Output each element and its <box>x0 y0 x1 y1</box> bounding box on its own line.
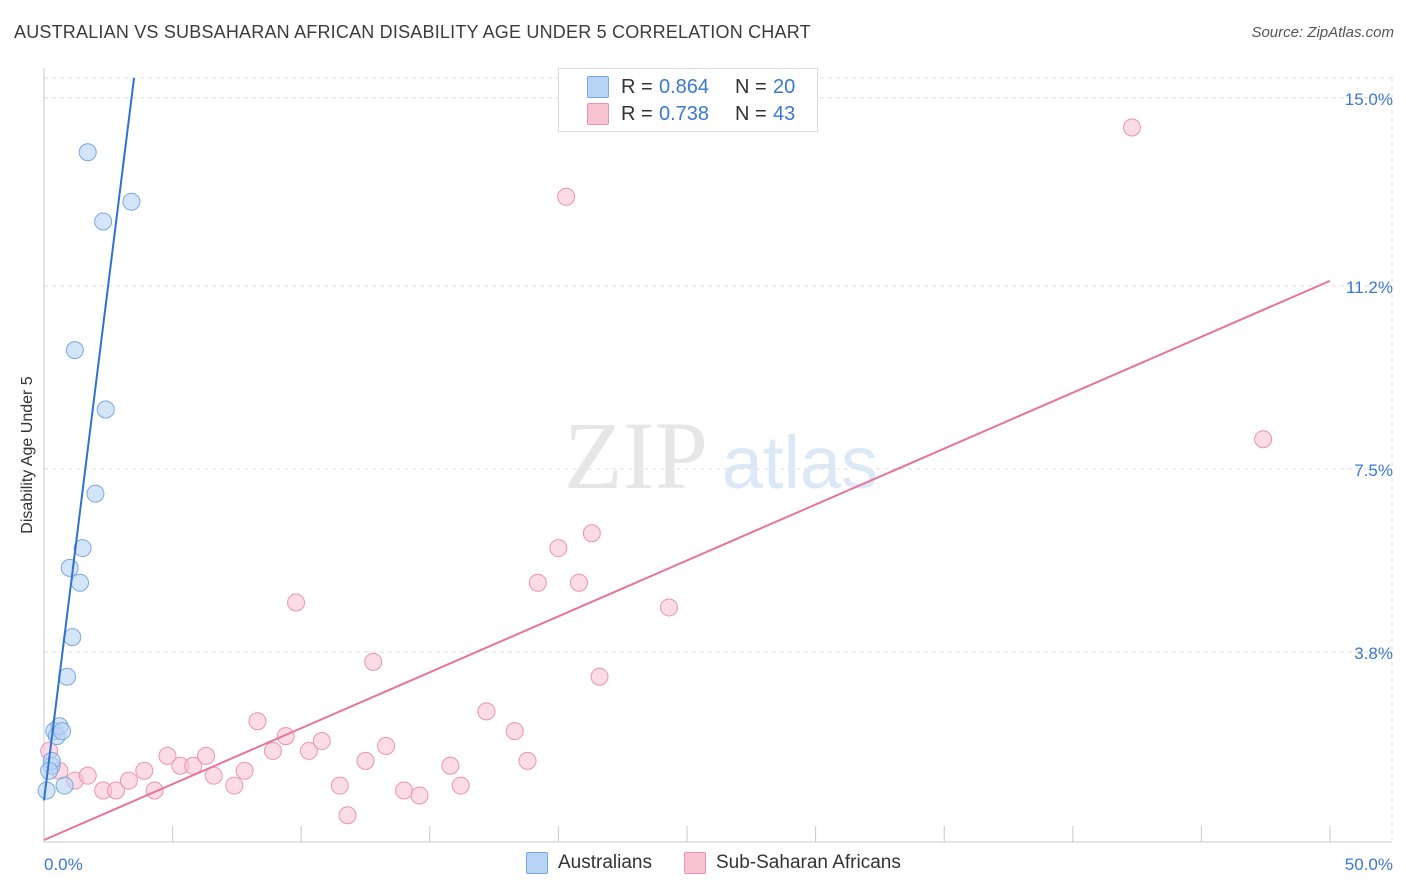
data-point-australians <box>65 341 84 360</box>
data-point-australians <box>94 212 113 231</box>
data-point-sub-saharan-africans <box>1254 430 1273 449</box>
data-point-sub-saharan-africans <box>135 761 154 780</box>
data-point-sub-saharan-africans <box>505 722 524 741</box>
data-point-sub-saharan-africans <box>410 786 429 805</box>
data-point-australians <box>71 573 90 592</box>
data-point-sub-saharan-africans <box>287 593 306 612</box>
blue-swatch <box>587 76 609 98</box>
data-point-australians <box>86 484 105 503</box>
data-point-sub-saharan-africans <box>263 741 282 760</box>
data-point-sub-saharan-africans <box>276 727 295 746</box>
data-point-sub-saharan-africans <box>582 524 601 543</box>
y-tick-label: 15.0% <box>1345 90 1393 109</box>
pink-swatch <box>684 852 706 874</box>
data-point-sub-saharan-africans <box>248 712 267 731</box>
data-point-sub-saharan-africans <box>338 806 357 825</box>
pink-swatch <box>587 103 609 125</box>
data-point-sub-saharan-africans <box>441 756 460 775</box>
data-point-sub-saharan-africans <box>659 598 678 617</box>
legend-item-australians: Australians <box>526 852 652 874</box>
n-value: 20 <box>773 75 796 98</box>
data-point-sub-saharan-africans <box>145 781 164 800</box>
data-point-sub-saharan-africans <box>590 667 609 686</box>
y-tick-label: 11.2% <box>1346 278 1393 297</box>
data-point-sub-saharan-africans <box>377 736 396 755</box>
watermark-atlas: atlas <box>722 421 878 504</box>
legend-row-sub-saharan-africans: R = 0.738 N = 43 <box>587 101 795 127</box>
y-tick-label: 7.5% <box>1354 461 1393 480</box>
data-point-sub-saharan-africans <box>477 702 496 721</box>
n-value: 43 <box>773 102 796 125</box>
series-australians <box>37 143 141 800</box>
blue-swatch <box>526 852 548 874</box>
data-point-sub-saharan-africans <box>158 746 177 765</box>
data-point-sub-saharan-africans <box>235 761 254 780</box>
series-sub-saharan-africans <box>40 118 1273 825</box>
x-tick-label: 50.0% <box>1345 855 1393 874</box>
data-point-sub-saharan-africans <box>78 766 97 785</box>
data-point-australians <box>55 776 74 795</box>
data-point-sub-saharan-africans <box>364 652 383 671</box>
data-point-sub-saharan-africans <box>569 573 588 592</box>
n-label: N = <box>735 102 767 125</box>
legend-label-sub-saharan-africans: Sub-Saharan Africans <box>716 852 901 873</box>
data-point-australians <box>63 628 82 647</box>
n-label: N = <box>735 75 767 98</box>
correlation-legend: R = 0.864 N = 20 R = 0.738 N = 43 <box>558 68 818 132</box>
r-label: R = <box>621 102 653 125</box>
data-point-sub-saharan-africans <box>1122 118 1141 137</box>
data-point-australians <box>73 539 92 558</box>
legend-row-australians: R = 0.864 N = 20 <box>587 74 795 100</box>
watermark-zip: ZIP <box>564 402 708 509</box>
data-point-sub-saharan-africans <box>107 781 126 800</box>
data-point-sub-saharan-africans <box>197 746 216 765</box>
data-point-sub-saharan-africans <box>549 539 568 558</box>
data-point-australians <box>58 667 77 686</box>
data-point-sub-saharan-africans <box>312 732 331 751</box>
trendlines <box>43 77 1331 841</box>
data-point-sub-saharan-africans <box>119 771 138 790</box>
gridlines <box>44 77 1393 840</box>
r-value: 0.738 <box>659 102 710 125</box>
data-point-australians <box>60 558 79 577</box>
y-tick-label: 3.8% <box>1354 644 1393 663</box>
legend-label-australians: Australians <box>558 852 652 873</box>
series-legend: Australians Sub-Saharan Africans <box>526 852 933 874</box>
r-value: 0.864 <box>659 75 710 98</box>
r-label: R = <box>621 75 653 98</box>
data-point-sub-saharan-africans <box>330 776 349 795</box>
trendline-australians <box>43 77 136 801</box>
axes <box>43 68 1392 843</box>
source-credit: Source: ZipAtlas.com <box>1251 24 1394 41</box>
data-point-sub-saharan-africans <box>451 776 470 795</box>
data-point-sub-saharan-africans <box>225 776 244 795</box>
tick-labels: 3.8% 7.5% 11.2% 15.0% 0.0% 50.0% <box>44 90 1393 874</box>
data-point-sub-saharan-africans <box>356 751 375 770</box>
data-point-sub-saharan-africans <box>395 781 414 800</box>
data-point-australians <box>122 192 141 211</box>
data-point-sub-saharan-africans <box>299 741 318 760</box>
data-point-sub-saharan-africans <box>528 573 547 592</box>
data-point-sub-saharan-africans <box>557 187 576 206</box>
data-point-australians <box>78 143 97 162</box>
x-tick-label: 0.0% <box>44 855 83 874</box>
chart-title: AUSTRALIAN VS SUBSAHARAN AFRICAN DISABIL… <box>14 22 811 42</box>
data-point-sub-saharan-africans <box>518 751 537 770</box>
legend-item-sub-saharan-africans: Sub-Saharan Africans <box>684 852 901 874</box>
data-point-australians <box>53 722 72 741</box>
data-point-australians <box>96 400 115 419</box>
trendline-sub-saharan-africans <box>43 279 1331 841</box>
